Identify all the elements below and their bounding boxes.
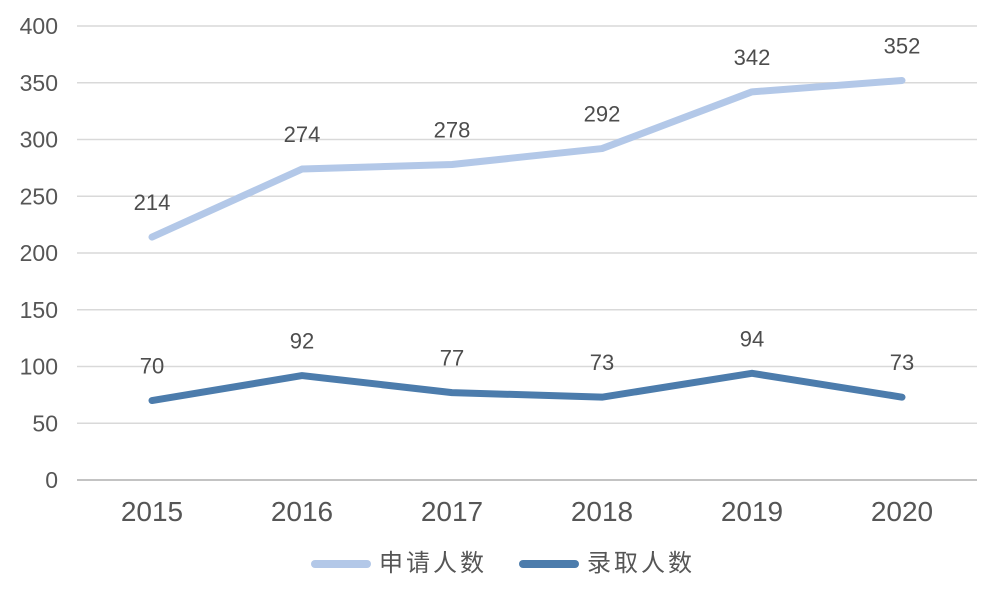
legend-swatch-admitted xyxy=(519,560,579,568)
data-label: 342 xyxy=(734,45,771,70)
y-tick-label: 100 xyxy=(20,354,58,380)
x-tick-label: 2017 xyxy=(421,496,483,527)
y-tick-label: 400 xyxy=(20,13,58,39)
series-line-applicants xyxy=(148,76,906,241)
y-tick-label: 0 xyxy=(45,467,58,493)
y-tick-label: 300 xyxy=(20,127,58,153)
data-label: 70 xyxy=(140,354,164,379)
legend-item-applicants: 申请人数 xyxy=(311,552,487,576)
y-tick-label: 200 xyxy=(20,240,58,266)
y-tick-label: 50 xyxy=(32,410,58,436)
y-tick-label: 150 xyxy=(20,297,58,323)
series-line-admitted xyxy=(148,369,906,405)
data-label: 278 xyxy=(434,117,471,142)
x-tick-label: 2016 xyxy=(271,496,333,527)
data-label: 292 xyxy=(584,102,621,127)
legend-label-applicants: 申请人数 xyxy=(379,550,487,577)
data-label: 73 xyxy=(590,350,614,375)
y-tick-label: 250 xyxy=(20,183,58,209)
data-label: 214 xyxy=(134,190,171,215)
data-label: 94 xyxy=(740,326,764,351)
legend: 申请人数 录取人数 xyxy=(0,552,1006,576)
y-tick-label: 350 xyxy=(20,70,58,96)
data-label: 92 xyxy=(290,329,314,354)
x-tick-label: 2020 xyxy=(871,496,933,527)
data-label: 73 xyxy=(890,350,914,375)
legend-swatch-applicants xyxy=(311,560,371,568)
x-tick-label: 2018 xyxy=(571,496,633,527)
x-tick-label: 2015 xyxy=(121,496,183,527)
x-tick-label: 2019 xyxy=(721,496,783,527)
legend-item-admitted: 录取人数 xyxy=(519,552,695,576)
data-label: 274 xyxy=(284,122,321,147)
data-label: 77 xyxy=(440,346,464,371)
plot-area: 0 50 100 150 200 250 300 350 400 2015 2016 2017 2018… xyxy=(20,13,977,527)
data-label: 352 xyxy=(884,33,921,58)
legend-label-admitted: 录取人数 xyxy=(587,550,695,577)
